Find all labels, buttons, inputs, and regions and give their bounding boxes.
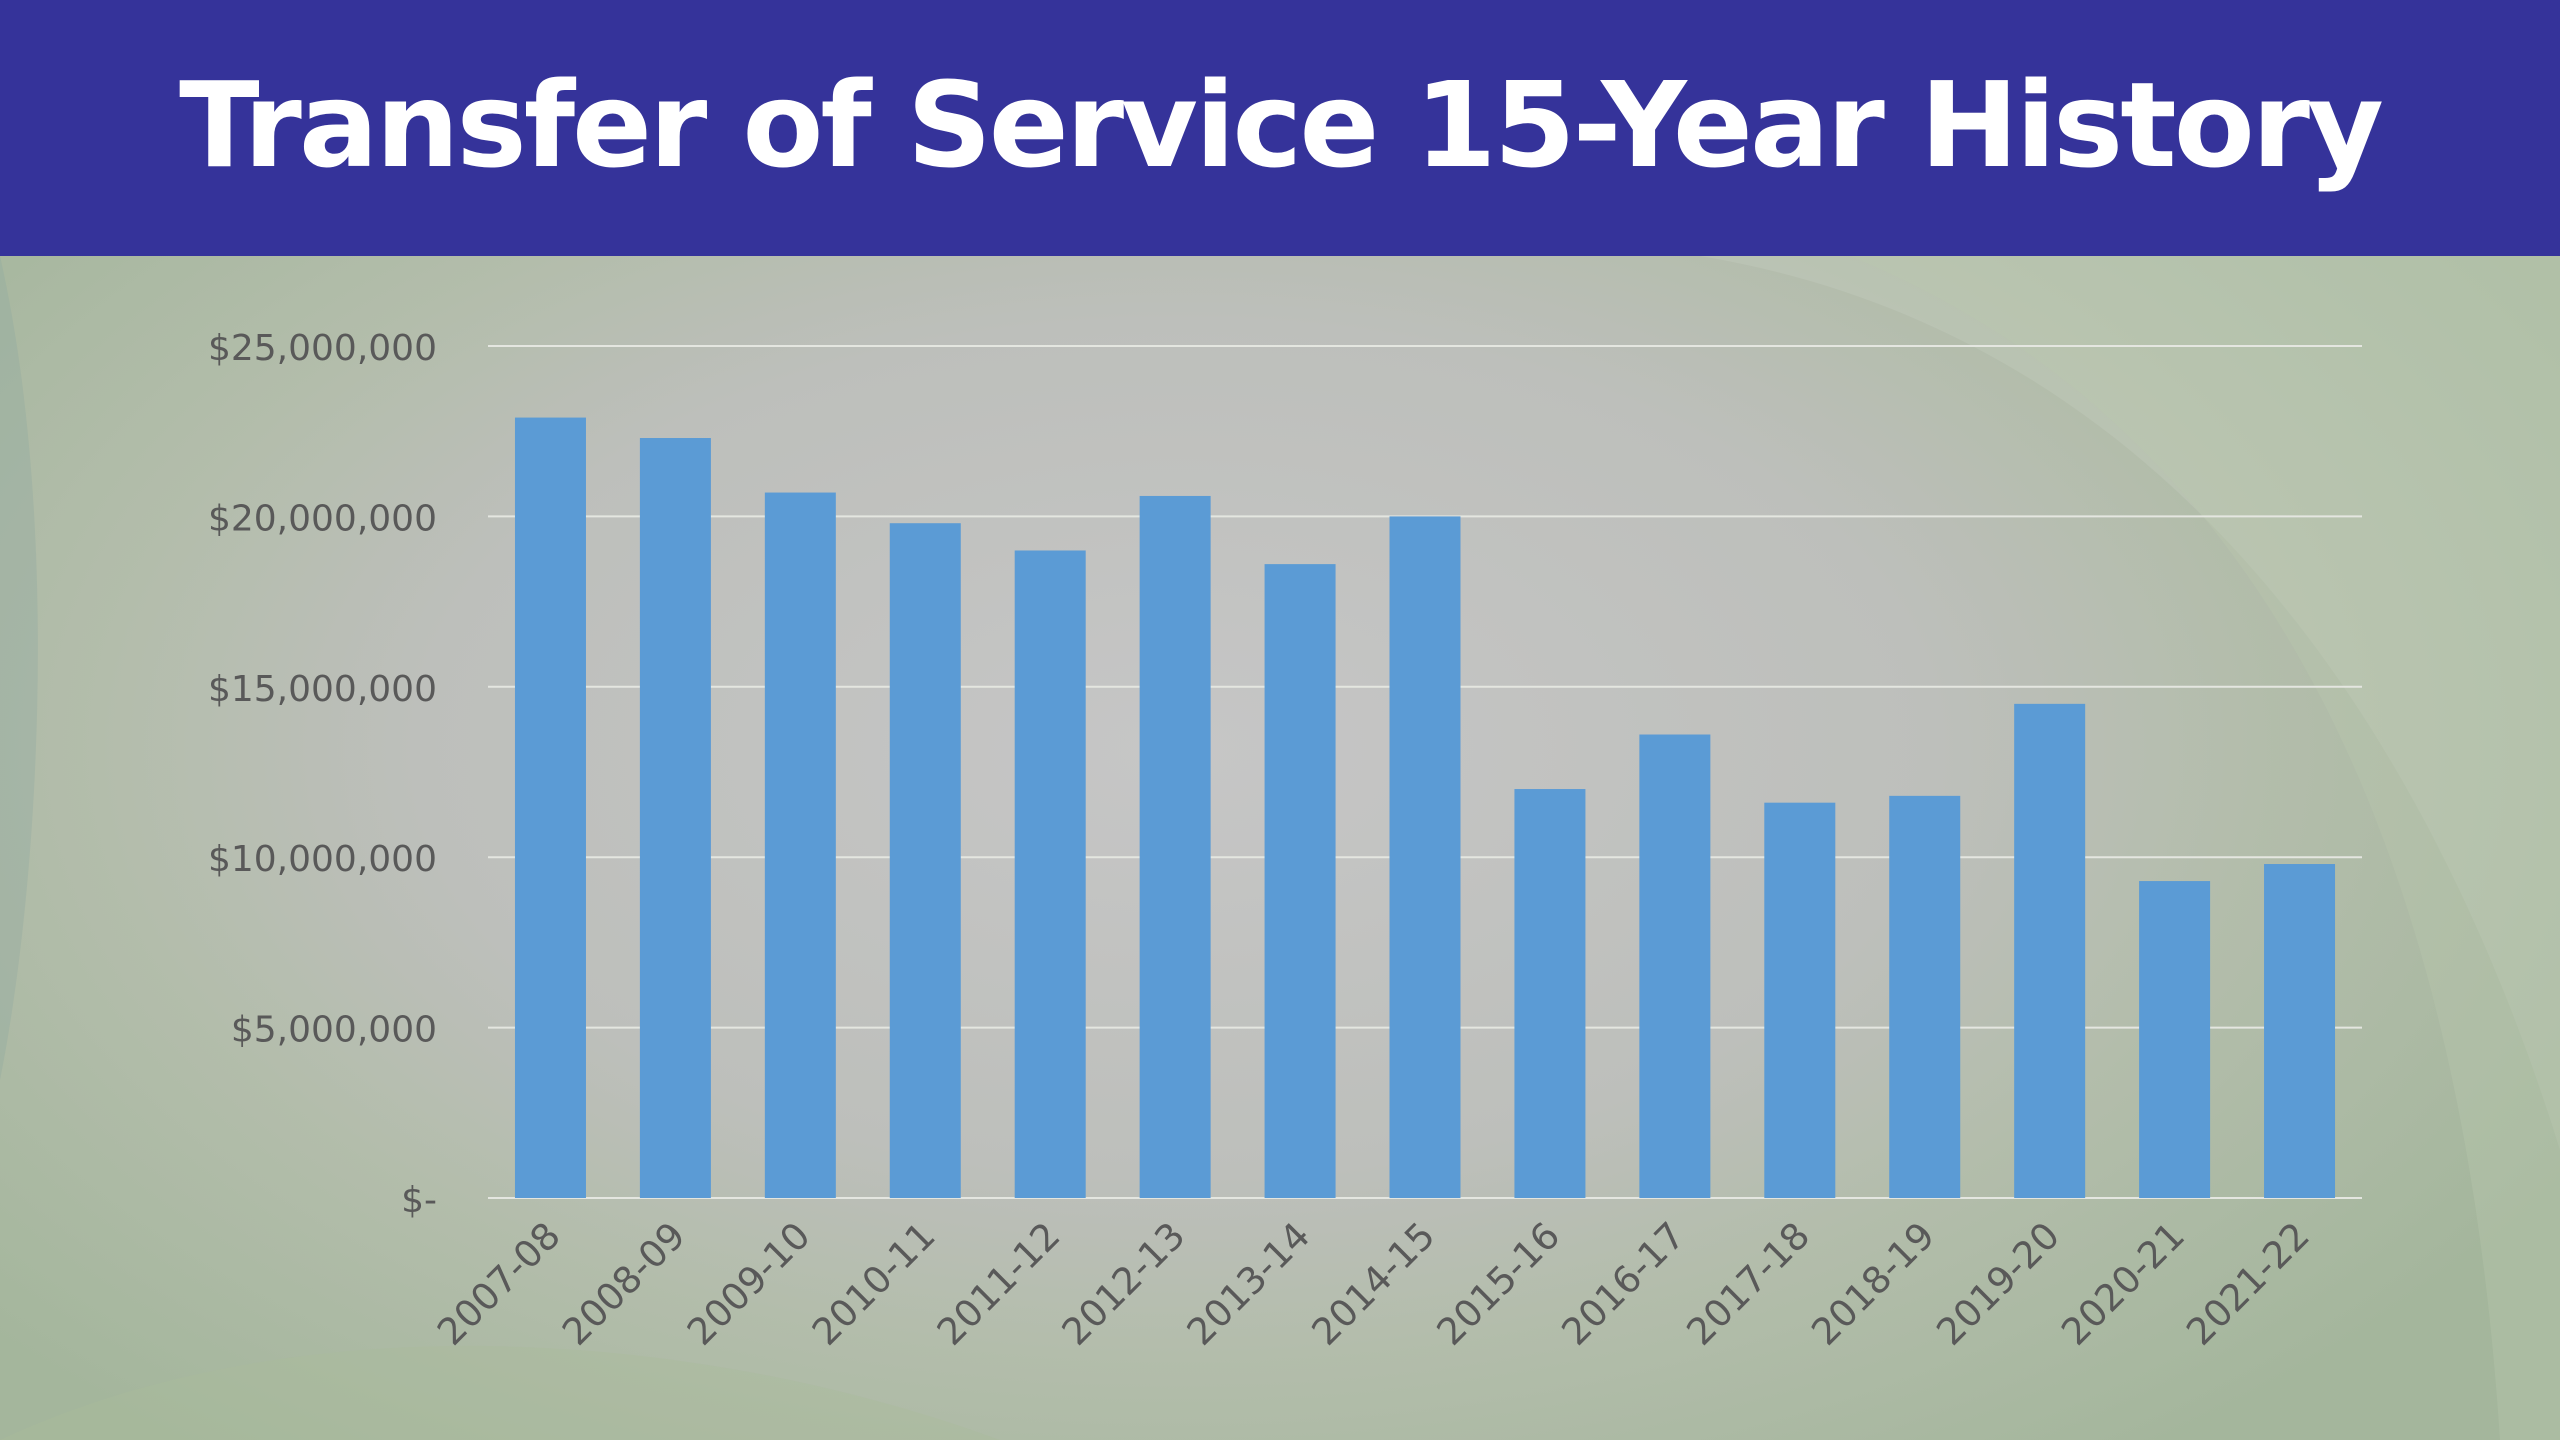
y-tick-label: $10,000,000 — [208, 839, 437, 880]
bar-2016-17 — [1639, 734, 1711, 1198]
bar-2019-20 — [2014, 703, 2086, 1198]
x-tick-label: 2009-10 — [679, 1214, 819, 1354]
y-tick-label: $15,000,000 — [208, 669, 437, 710]
x-tick-label: 2017-18 — [1678, 1214, 1818, 1354]
x-tick-label: 2015-16 — [1429, 1214, 1569, 1354]
title-banner: Transfer of Service 15-Year History — [0, 0, 2560, 256]
y-tick-label: $- — [401, 1180, 437, 1221]
bar-2018-19 — [1889, 795, 1961, 1198]
x-tick-label: 2021-22 — [2178, 1214, 2318, 1354]
x-tick-label: 2019-20 — [1928, 1214, 2068, 1354]
bar-2013-14 — [1264, 564, 1336, 1198]
bar-2010-11 — [889, 523, 961, 1198]
page-title: Transfer of Service 15-Year History — [179, 56, 2384, 194]
x-tick-label: 2020-21 — [2053, 1214, 2193, 1354]
x-tick-label: 2008-09 — [554, 1214, 694, 1354]
x-tick-label: 2014-15 — [1304, 1214, 1444, 1354]
bar-2014-15 — [1389, 516, 1461, 1198]
bar-2007-08 — [514, 417, 586, 1198]
bar-2021-22 — [2264, 864, 2336, 1198]
y-tick-label: $5,000,000 — [231, 1010, 437, 1051]
bar-2020-21 — [2139, 881, 2211, 1198]
x-tick-label: 2007-08 — [429, 1214, 569, 1354]
x-tick-label: 2012-13 — [1054, 1214, 1194, 1354]
x-tick-label: 2018-19 — [1803, 1214, 1943, 1354]
bar-2017-18 — [1764, 802, 1836, 1198]
bar-2009-10 — [764, 492, 836, 1198]
bar-2011-12 — [1014, 550, 1086, 1198]
y-tick-label: $20,000,000 — [208, 498, 437, 539]
bar-2008-09 — [639, 438, 711, 1198]
x-tick-label: 2010-11 — [804, 1214, 944, 1354]
x-tick-label: 2011-12 — [929, 1214, 1069, 1354]
x-tick-label: 2013-14 — [1179, 1214, 1319, 1354]
bar-2012-13 — [1139, 495, 1211, 1198]
y-tick-label: $25,000,000 — [208, 328, 437, 369]
x-tick-label: 2016-17 — [1553, 1214, 1693, 1354]
bar-2015-16 — [1514, 789, 1586, 1198]
